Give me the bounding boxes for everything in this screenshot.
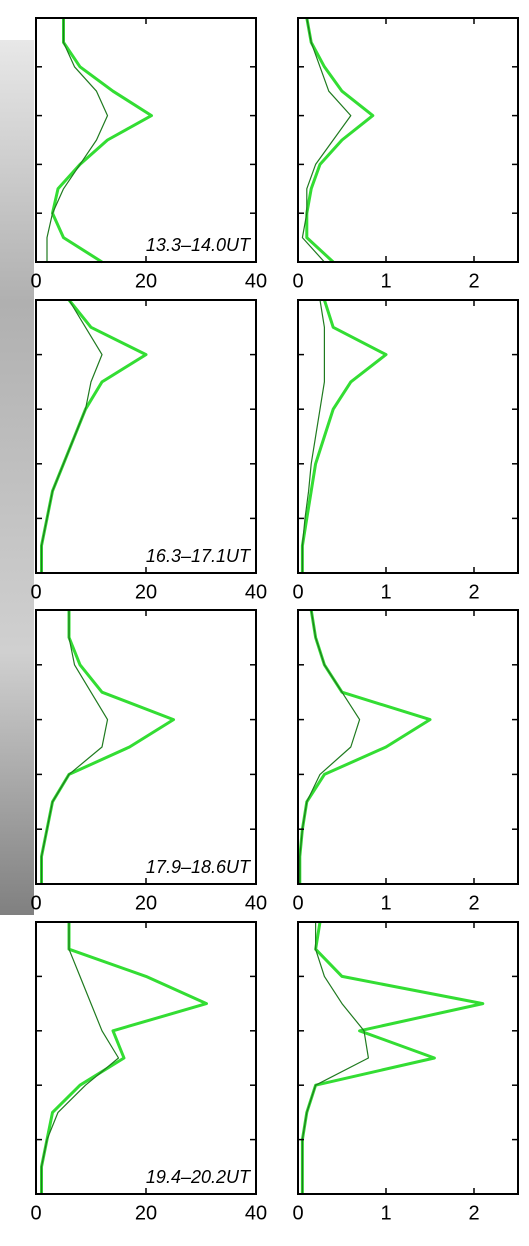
x-tick-label: 0: [292, 581, 303, 603]
profile-line: [47, 18, 108, 262]
x-tick-label: 1: [380, 270, 391, 292]
x-tick-label: 1: [380, 892, 391, 914]
x-tick-label: 20: [135, 1202, 157, 1224]
time-annotation: 19.4–20.2UT: [146, 1167, 252, 1187]
profile-line: [302, 300, 386, 573]
plot-frame: [298, 922, 518, 1194]
x-tick-label: 40: [245, 1202, 267, 1224]
x-tick-label: 0: [292, 270, 303, 292]
x-tick-label: 20: [135, 892, 157, 914]
x-tick-label: 1: [380, 1202, 391, 1224]
x-tick-label: 0: [30, 270, 41, 292]
x-tick-label: 20: [135, 270, 157, 292]
x-tick-label: 0: [292, 892, 303, 914]
x-tick-label: 40: [245, 581, 267, 603]
time-annotation: 16.3–17.1UT: [146, 546, 252, 566]
profile-line: [42, 922, 207, 1194]
plot-frame: [36, 300, 256, 573]
x-tick-label: 2: [468, 1202, 479, 1224]
x-tick-label: 20: [135, 581, 157, 603]
background-map-shade: [0, 40, 34, 915]
plot-frame: [298, 610, 518, 884]
profile-line: [53, 18, 152, 262]
x-tick-label: 40: [245, 270, 267, 292]
profile-line: [300, 610, 430, 884]
figure: 0204013.3–14.0UT0120204016.3–17.1UT01202…: [0, 0, 529, 1246]
x-tick-label: 2: [468, 892, 479, 914]
x-tick-label: 1: [380, 581, 391, 603]
profile-line: [300, 610, 360, 884]
x-tick-label: 0: [30, 1202, 41, 1224]
time-annotation: 17.9–18.6UT: [146, 857, 252, 877]
x-tick-label: 0: [30, 892, 41, 914]
plot-frame: [298, 18, 518, 262]
x-tick-label: 40: [245, 892, 267, 914]
plot-frame: [36, 610, 256, 884]
profile-line: [42, 300, 103, 573]
x-tick-label: 0: [30, 581, 41, 603]
plot-frame: [298, 300, 518, 573]
time-annotation: 13.3–14.0UT: [146, 235, 252, 255]
profile-line: [302, 922, 482, 1194]
plot-frame: [36, 922, 256, 1194]
x-tick-label: 2: [468, 581, 479, 603]
x-tick-label: 0: [292, 1202, 303, 1224]
profile-line: [42, 610, 174, 884]
x-tick-label: 2: [468, 270, 479, 292]
profile-line: [307, 18, 373, 262]
profile-line: [302, 922, 368, 1194]
